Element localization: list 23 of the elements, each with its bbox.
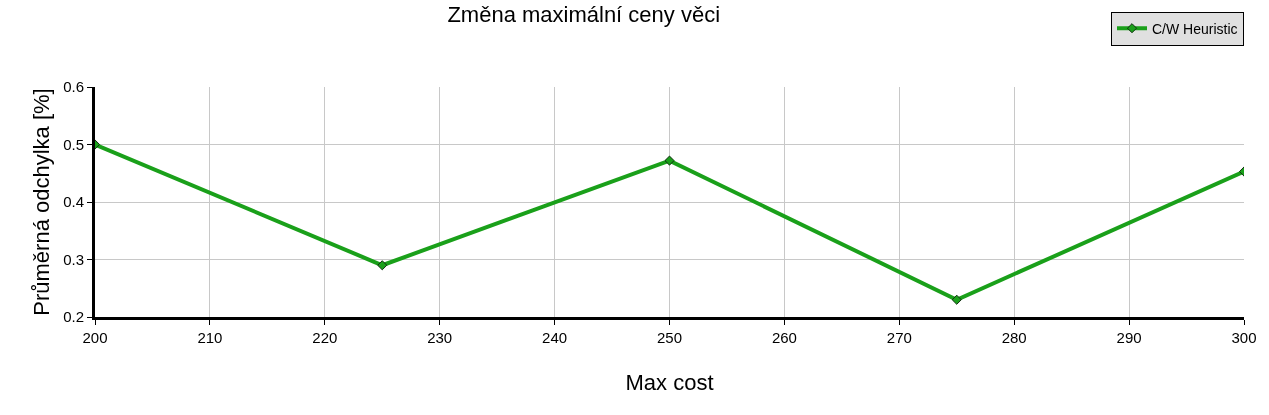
x-tick-label: 270 (886, 329, 912, 346)
x-tick-label: 250 (656, 329, 683, 346)
y-tick-label: 0.2 (63, 308, 84, 326)
point (664, 155, 675, 166)
x-tick-label: 230 (427, 329, 453, 346)
y-tick-label: 0.6 (63, 78, 84, 96)
x-tick-label: 220 (312, 329, 338, 346)
x-tick-label: 240 (542, 329, 568, 346)
x-tick-label: 290 (1116, 329, 1142, 346)
point (377, 260, 388, 271)
x-tick-label: 300 (1231, 329, 1257, 346)
chart-title: Změna maximální ceny věci (447, 1, 721, 27)
x-tick-label: 210 (197, 329, 223, 346)
x-tick-label: 200 (82, 329, 108, 346)
y-tick-label: 0.5 (63, 135, 84, 153)
y-tick-label: 0.3 (63, 250, 84, 268)
y-tick-label: 0.4 (63, 193, 84, 211)
legend-label: C/W Heuristic (1152, 20, 1238, 37)
x-axis-title: Max cost (625, 369, 714, 395)
y-axis-title: Průměrná odchylka [%] (28, 88, 54, 316)
x-tick-label: 280 (1001, 329, 1027, 346)
point (951, 294, 962, 305)
x-tick-label: 260 (771, 329, 797, 346)
